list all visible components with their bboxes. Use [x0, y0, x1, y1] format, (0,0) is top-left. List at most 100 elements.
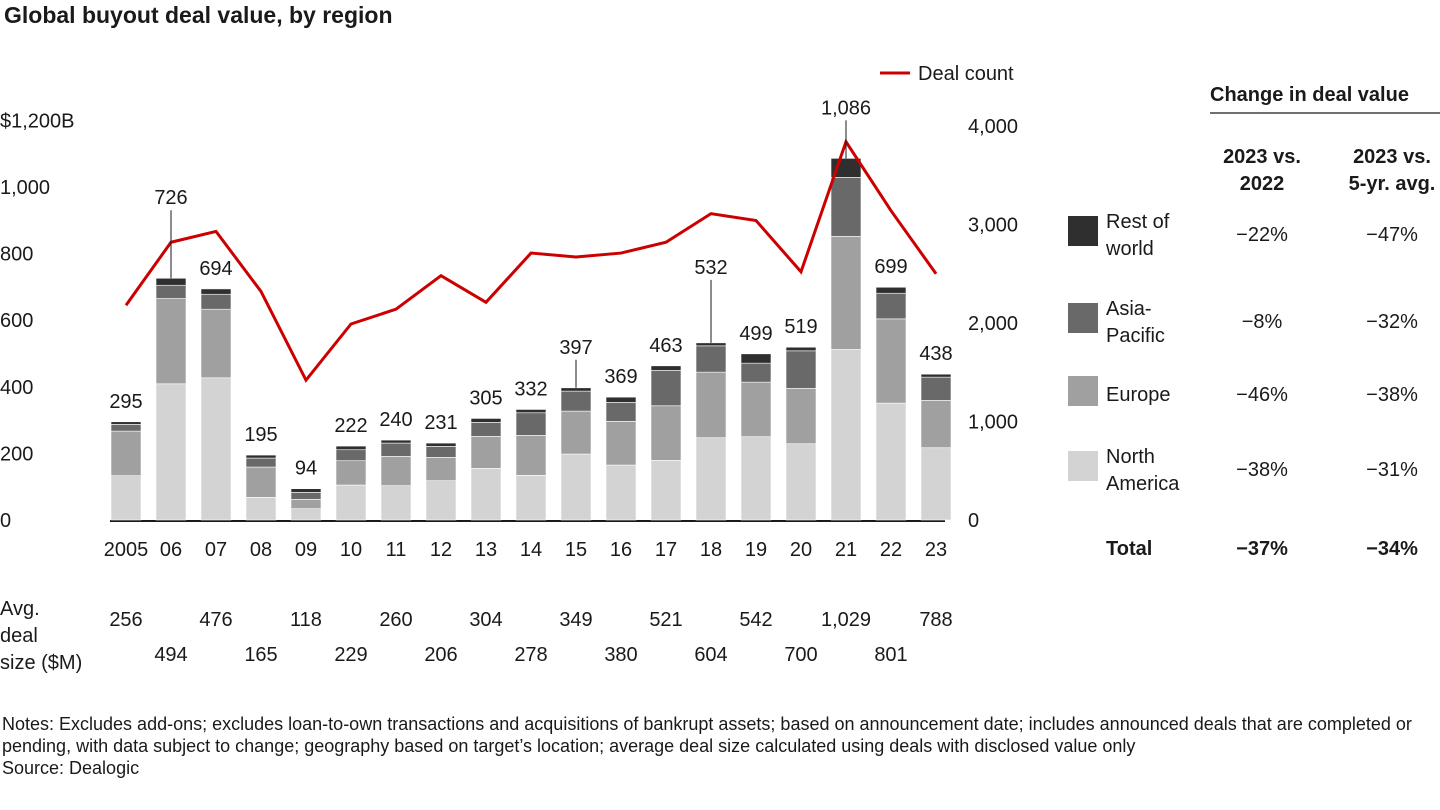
bar-segment-asia-pacific — [470, 422, 502, 437]
x-axis-tick-label: 18 — [700, 539, 722, 561]
bar-segment-north-america — [155, 383, 187, 521]
bar-segment-asia-pacific — [515, 412, 547, 436]
bar-segment-rest-of-world — [335, 445, 367, 451]
bar-segment-rest-of-world — [515, 409, 547, 414]
x-axis-tick-label: 12 — [430, 539, 452, 561]
avg-deal-size-label: deal — [0, 625, 38, 647]
col2-header: 2023 vs. — [1353, 146, 1431, 168]
x-axis-tick-label: 2005 — [104, 539, 149, 561]
bar-segment-europe — [245, 466, 277, 498]
bar-segment-europe — [290, 499, 322, 509]
bar-segment-rest-of-world — [920, 373, 952, 378]
left-axis-tick-label: 0 — [0, 510, 11, 532]
bar-segment-north-america — [830, 349, 862, 521]
bar-segment-north-america — [695, 437, 727, 521]
bar-segment-europe — [650, 405, 682, 461]
change-vs-5yr-avg: −47% — [1366, 224, 1418, 246]
bar-total-label: 694 — [199, 258, 232, 280]
left-axis-tick-label: 600 — [0, 310, 33, 332]
bar-segment-north-america — [200, 377, 232, 521]
bar-total-label: 397 — [559, 337, 592, 359]
bar-segment-north-america — [110, 475, 142, 521]
legend-label: Pacific — [1106, 325, 1165, 347]
bar-total-label: 369 — [604, 366, 637, 388]
change-vs-5yr-avg: −31% — [1366, 459, 1418, 481]
avg-deal-size-value: 118 — [290, 609, 322, 631]
avg-deal-size-value: 604 — [694, 644, 727, 666]
bar-segment-rest-of-world — [470, 418, 502, 423]
x-axis-tick-label: 17 — [655, 539, 677, 561]
total-label: Total — [1106, 538, 1152, 560]
col1-header: 2022 — [1240, 173, 1285, 195]
bar-segment-rest-of-world — [425, 442, 457, 447]
source-text: Source: Dealogic — [2, 758, 140, 778]
legend-label: America — [1106, 473, 1180, 495]
legend-swatch — [1068, 216, 1098, 246]
bar-total-label: 240 — [379, 409, 412, 431]
chart-title: Global buyout deal value, by region — [4, 2, 393, 28]
x-axis-tick-label: 20 — [790, 539, 812, 561]
bar-segment-asia-pacific — [785, 350, 817, 389]
avg-deal-size-value: 349 — [559, 609, 592, 631]
x-axis-tick-label: 14 — [520, 539, 542, 561]
bar-segment-asia-pacific — [245, 457, 277, 468]
bar-segment-rest-of-world — [560, 387, 592, 392]
avg-deal-size-value: 256 — [109, 609, 142, 631]
left-axis-tick-label: $1,200B — [0, 110, 75, 132]
avg-deal-size-value: 521 — [649, 609, 682, 631]
bar-segment-asia-pacific — [155, 284, 187, 299]
bar-segment-rest-of-world — [200, 288, 232, 295]
bar-segment-asia-pacific — [335, 449, 367, 462]
left-axis-tick-label: 400 — [0, 377, 33, 399]
bar-segment-rest-of-world — [110, 421, 142, 425]
bar-total-label: 332 — [514, 378, 547, 400]
bar-segment-asia-pacific — [425, 446, 457, 458]
legend-label: Europe — [1106, 384, 1171, 406]
bar-segment-north-america — [650, 460, 682, 521]
total-vs-5yr-avg: −34% — [1366, 538, 1418, 560]
legend-swatch — [1068, 303, 1098, 333]
change-vs-2022: −46% — [1236, 384, 1288, 406]
bar-segment-europe — [110, 430, 142, 477]
bar-total-label: 726 — [154, 187, 187, 209]
bar-segment-europe — [155, 298, 187, 385]
change-vs-5yr-avg: −32% — [1366, 311, 1418, 333]
avg-deal-size-value: 278 — [514, 644, 547, 666]
bar-segment-north-america — [785, 443, 817, 521]
bar-total-label: 231 — [424, 412, 457, 434]
avg-deal-size-value: 801 — [874, 644, 907, 666]
bar-segment-asia-pacific — [290, 492, 322, 500]
change-table-title: Change in deal value — [1210, 84, 1409, 106]
col1-header: 2023 vs. — [1223, 146, 1301, 168]
bar-total-label: 438 — [919, 343, 952, 365]
bar-segment-rest-of-world — [380, 439, 412, 444]
avg-deal-size-value: 206 — [424, 644, 457, 666]
bar-segment-europe — [875, 318, 907, 404]
bar-segment-north-america — [605, 464, 637, 521]
notes-text: Notes: Excludes add-ons; excludes loan-t… — [2, 714, 1412, 756]
bar-segment-rest-of-world — [740, 353, 772, 364]
change-vs-2022: −8% — [1242, 311, 1283, 333]
bar-total-label: 195 — [244, 424, 277, 446]
bar-segment-asia-pacific — [920, 376, 952, 401]
bar-segment-asia-pacific — [875, 292, 907, 320]
bar-segment-europe — [200, 308, 232, 379]
bar-segment-north-america — [380, 485, 412, 521]
bar-segment-europe — [920, 400, 952, 449]
avg-deal-size-value: 788 — [919, 609, 952, 631]
bar-segment-rest-of-world — [695, 342, 727, 347]
bar-segment-europe — [785, 388, 817, 445]
legend-label: Asia- — [1106, 298, 1152, 320]
x-axis-tick-label: 15 — [565, 539, 587, 561]
bar-segment-europe — [335, 460, 367, 486]
bar-segment-north-america — [875, 402, 907, 521]
bar-segment-north-america — [560, 453, 592, 521]
bar-segment-rest-of-world — [785, 346, 817, 352]
bar-total-label: 222 — [334, 415, 367, 437]
right-axis-tick-label: 2,000 — [968, 313, 1018, 335]
bar-segment-europe — [470, 436, 502, 469]
bar-segment-asia-pacific — [605, 402, 637, 422]
avg-deal-size-value: 260 — [379, 609, 412, 631]
bar-segment-asia-pacific — [740, 362, 772, 383]
